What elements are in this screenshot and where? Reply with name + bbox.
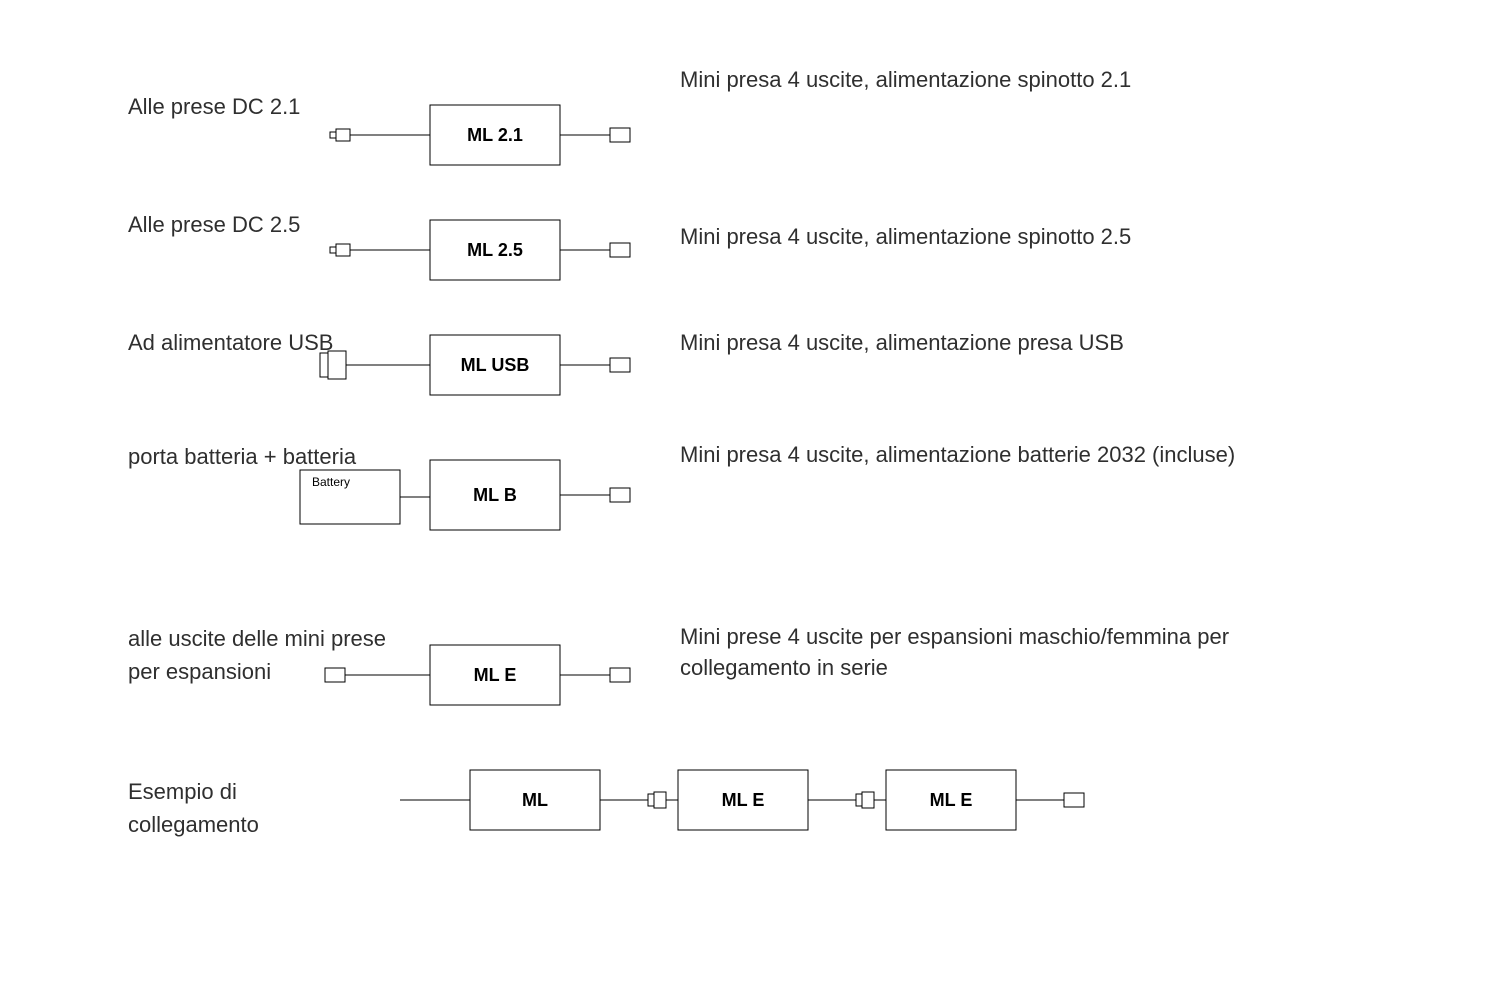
right-caption: Mini presa 4 uscite, alimentazione spino… [680, 65, 1131, 96]
left-caption: Alle prese DC 2.1 [128, 90, 300, 123]
svg-text:ML USB: ML USB [461, 355, 530, 375]
diagram-row: ML 2.1 [300, 105, 660, 205]
right-caption: Mini prese 4 uscite per espansioni masch… [680, 622, 1240, 684]
svg-text:ML E: ML E [722, 790, 765, 810]
svg-text:Battery: Battery [312, 475, 350, 489]
svg-text:ML: ML [522, 790, 548, 810]
diagram-row: Battery ML B [300, 460, 660, 560]
svg-text:ML E: ML E [930, 790, 973, 810]
diagram-row: ML E [300, 645, 660, 745]
svg-text:ML B: ML B [473, 485, 517, 505]
right-caption: Mini presa 4 uscite, alimentazione spino… [680, 222, 1131, 253]
right-caption: Mini presa 4 uscite, alimentazione batte… [680, 440, 1235, 471]
left-caption: Alle prese DC 2.5 [128, 208, 300, 241]
diagram-row: ML 2.5 [300, 220, 660, 320]
svg-text:ML 2.1: ML 2.1 [467, 125, 523, 145]
example-caption: Esempio dicollegamento [128, 775, 259, 841]
diagram-row: ML USB [300, 335, 660, 435]
svg-text:ML E: ML E [474, 665, 517, 685]
right-caption: Mini presa 4 uscite, alimentazione presa… [680, 328, 1124, 359]
example-diagram: ML ML E ML E [400, 770, 1160, 850]
svg-text:ML 2.5: ML 2.5 [467, 240, 523, 260]
